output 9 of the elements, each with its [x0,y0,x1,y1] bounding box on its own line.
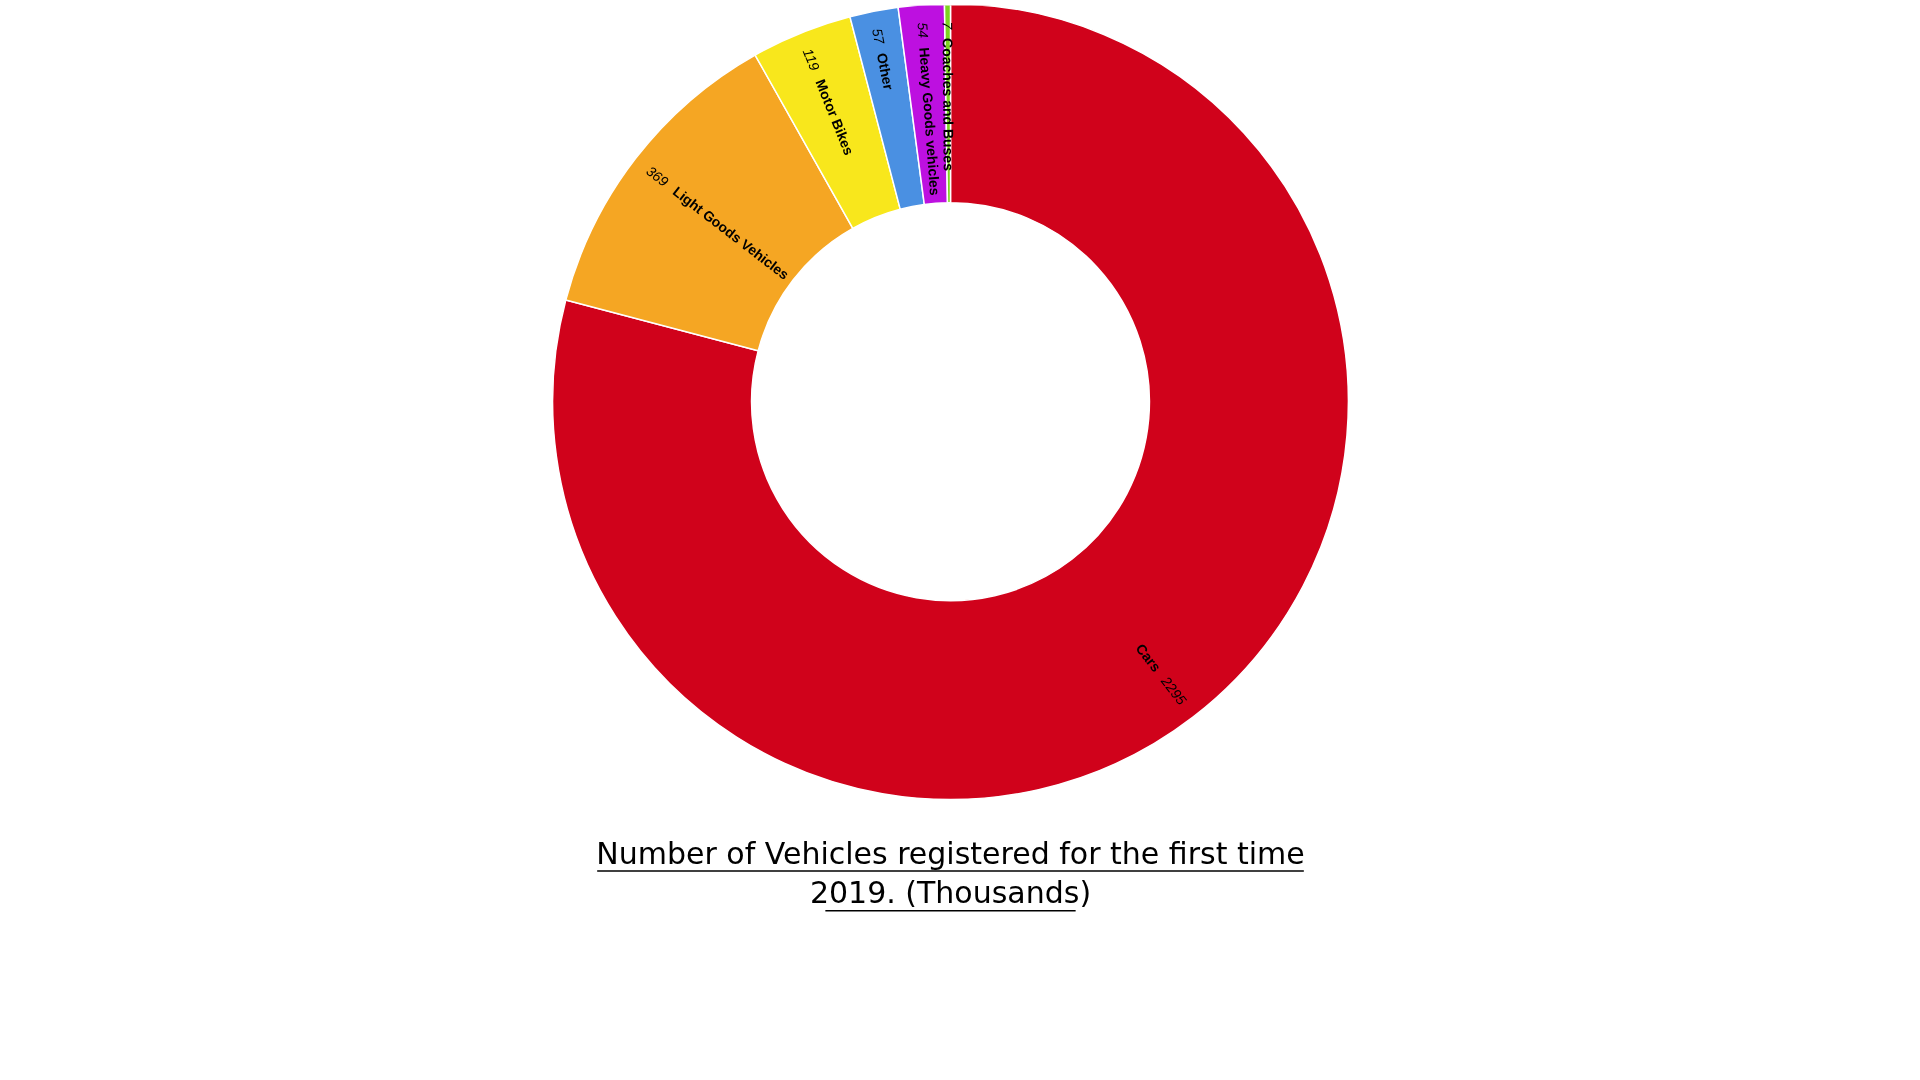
slice-label: Coaches and Buses [939,37,957,172]
text: Number of Vehicles registered for the first time 2019. (Thousands) [596,835,1305,911]
data-label: 54 [914,21,932,39]
slice-label: Motor Bikes [812,76,858,158]
data-label: 369 [643,162,672,190]
data-label: 57 [869,26,888,47]
data-label: 7 [939,21,956,31]
slice-label: Other [873,51,897,92]
data-label: 119 [799,46,824,73]
